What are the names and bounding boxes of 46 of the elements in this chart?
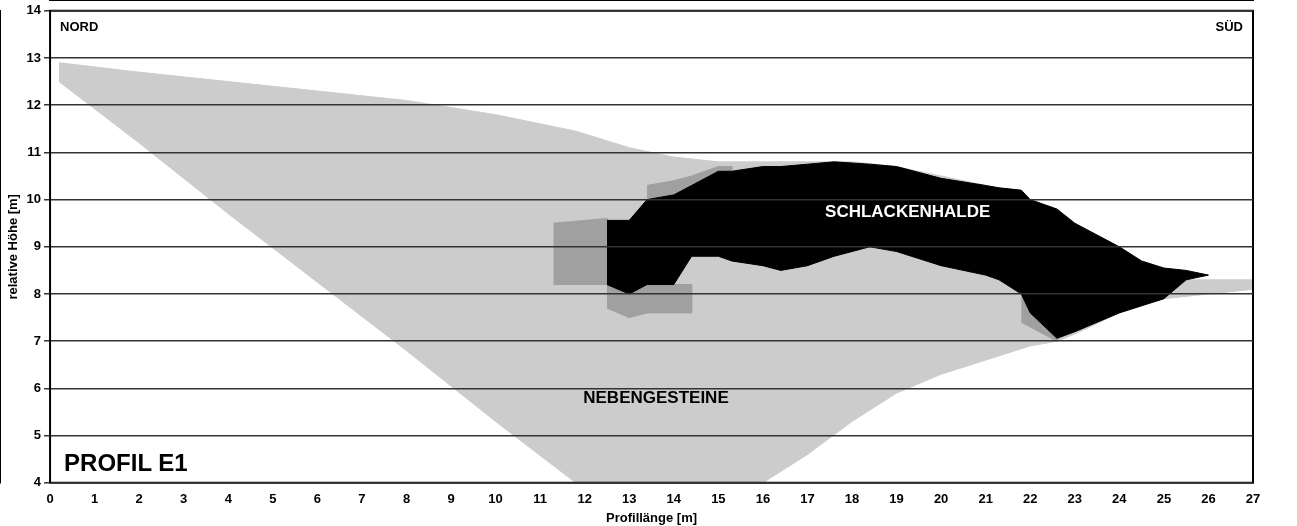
x-tick-label: 24 (1112, 491, 1128, 507)
x-tick-label: 3 (180, 491, 188, 507)
y-tick-label: 14 (26, 2, 42, 18)
annotation: NORD (60, 18, 99, 34)
x-tick-label: 4 (224, 491, 233, 507)
x-tick-label: 14 (666, 491, 682, 507)
annotation: SÜD (1215, 18, 1243, 34)
y-tick-label: 10 (26, 191, 42, 207)
x-tick-label: 12 (577, 491, 592, 507)
series-label: NEBENGESTEINE (583, 387, 729, 407)
y-tick-label: 8 (33, 285, 42, 301)
x-tick-label: 19 (889, 491, 904, 507)
x-tick-label: 20 (933, 491, 949, 507)
x-tick-label: 11 (533, 491, 548, 507)
series-label: SCHLACKENHALDE (825, 201, 991, 221)
y-tick-label: 9 (33, 238, 42, 254)
x-tick-label: 22 (1023, 491, 1038, 507)
y-tick-label: 12 (26, 96, 42, 112)
x-tick-label: 15 (711, 491, 726, 507)
y-tick-label: 5 (33, 427, 42, 443)
x-tick-label: 6 (313, 491, 321, 507)
x-tick-label: 8 (402, 491, 411, 507)
x-tick-label: 10 (488, 491, 503, 507)
x-tick-label: 13 (622, 491, 637, 507)
x-tick-label: 2 (135, 491, 143, 507)
x-tick-label: 9 (447, 491, 455, 507)
x-tick-label: 1 (91, 491, 99, 507)
x-tick-label: 23 (1067, 491, 1083, 507)
x-tick-label: 25 (1156, 491, 1172, 507)
x-tick-label: 26 (1201, 491, 1216, 507)
x-tick-label: 5 (269, 491, 277, 507)
x-tick-label: 7 (358, 491, 366, 507)
x-tick-label: 0 (46, 491, 54, 507)
annotation: PROFIL E1 (64, 449, 188, 477)
y-tick-label: 11 (27, 143, 42, 159)
x-tick-label: 16 (755, 491, 771, 507)
x-axis-title: Profillänge [m] (606, 509, 698, 525)
x-tick-label: 21 (978, 491, 993, 507)
y-axis-title: relative Höhe [m] (5, 194, 21, 300)
y-tick-label: 4 (33, 474, 42, 490)
y-tick-label: 7 (33, 332, 42, 348)
x-tick-label: 17 (800, 491, 815, 507)
x-tick-label: 18 (844, 491, 860, 507)
y-tick-label: 6 (33, 379, 42, 395)
x-tick-label: 27 (1245, 491, 1261, 507)
y-tick-label: 13 (26, 49, 42, 65)
